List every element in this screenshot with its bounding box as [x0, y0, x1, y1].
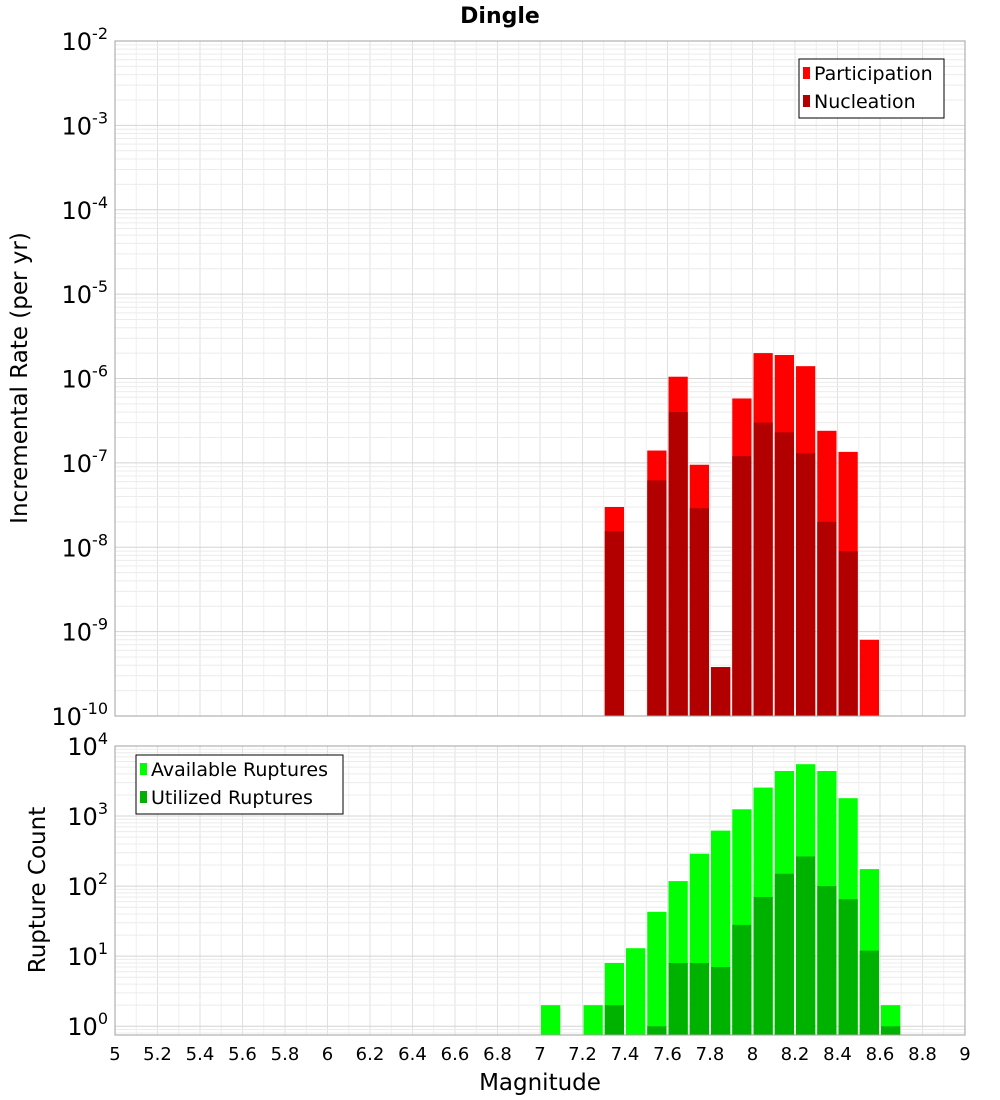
- count-y-tick-label: 100: [67, 1009, 108, 1041]
- count-bar-available-ruptures: [583, 1005, 603, 1035]
- x-tick-label: 6.2: [356, 1044, 385, 1065]
- count-bar-utilized-ruptures: [668, 962, 688, 1035]
- x-tick-label: 6.4: [398, 1044, 427, 1065]
- rate-y-tick-label: 10-2: [62, 24, 109, 56]
- count-legend-swatch: [140, 763, 147, 775]
- rate-bar-nucleation: [732, 456, 752, 716]
- count-bar-utilized-ruptures: [817, 886, 837, 1035]
- x-tick-label: 5.4: [186, 1044, 215, 1065]
- count-y-ticks: 104 103 102 101 100: [67, 729, 108, 1041]
- count-y-tick-label: 102: [67, 869, 108, 901]
- rate-bar-nucleation: [817, 521, 837, 716]
- x-tick-label: 7.8: [696, 1044, 725, 1065]
- rate-y-tick-label: 10-5: [62, 277, 109, 309]
- x-tick-label: 8: [747, 1044, 758, 1065]
- count-bar-utilized-ruptures: [838, 899, 858, 1035]
- count-bar-utilized-ruptures: [774, 873, 794, 1035]
- x-tick-label: 8.2: [781, 1044, 810, 1065]
- rate-plot-frame: [114, 40, 966, 717]
- rate-y-tick-label: 10-7: [62, 446, 109, 478]
- count-bar-utilized-ruptures: [859, 950, 879, 1035]
- rate-grid: [114, 40, 966, 717]
- rate-bar-nucleation: [689, 508, 709, 716]
- rate-y-tick-label: 10-3: [62, 108, 109, 140]
- x-ticks: 5 5.2 5.4 5.6 5.8 6 6.2 6.4 6.6 6.8 7 7.2 7.4 7.6 7.8 8…: [109, 1044, 970, 1065]
- count-legend-swatch: [140, 791, 147, 803]
- x-tick-label: 8.8: [908, 1044, 937, 1065]
- count-legend: Available Ruptures Utilized Ruptures: [135, 754, 344, 815]
- count-bar-available-ruptures: [626, 948, 646, 1035]
- rate-y-tick-label: 10-6: [62, 362, 109, 394]
- count-bar-utilized-ruptures: [732, 924, 752, 1035]
- count-legend-label: Available Ruptures: [151, 759, 328, 781]
- rate-bar-nucleation: [647, 480, 667, 716]
- count-bar-available-ruptures: [647, 911, 667, 1035]
- count-bar-available-ruptures: [541, 1005, 561, 1035]
- count-bar-utilized-ruptures: [647, 1026, 667, 1035]
- count-panel: 104 103 102 101 100 Rupture Count Available …: [25, 729, 966, 1041]
- count-bar-utilized-ruptures: [711, 967, 731, 1035]
- count-y-axis-label: Rupture Count: [25, 807, 51, 973]
- rate-bar-nucleation: [604, 531, 624, 716]
- rate-legend-box: [798, 58, 945, 119]
- rate-bar-nucleation: [774, 432, 794, 716]
- count-bar-utilized-ruptures: [881, 1026, 901, 1035]
- x-tick-label: 6.6: [441, 1044, 470, 1065]
- rate-y-tick-label: 10-8: [62, 530, 109, 562]
- count-bar-utilized-ruptures: [604, 1005, 624, 1035]
- count-y-tick-label: 103: [67, 799, 108, 831]
- x-tick-label: 8.6: [866, 1044, 895, 1065]
- count-plot-frame: [114, 745, 966, 1036]
- rate-bar-nucleation: [668, 412, 688, 716]
- x-tick-label: 7.6: [653, 1044, 682, 1065]
- count-legend-label: Utilized Ruptures: [151, 787, 313, 809]
- rate-bars: [604, 353, 879, 716]
- rate-y-axis-label: Incremental Rate (per yr): [7, 232, 33, 524]
- x-tick-label: 6.8: [483, 1044, 512, 1065]
- rate-bar-nucleation: [711, 667, 731, 716]
- rate-legend-swatch: [803, 67, 810, 79]
- rate-y-ticks: 10-2 10-3 10-4 10-5 10-6 10-7 10-8 10-9 10-10: [51, 24, 108, 731]
- rate-legend-label: Participation: [814, 63, 933, 85]
- rate-panel: 10-2 10-3 10-4 10-5 10-6 10-7 10-8 10-9 10-10 In…: [7, 24, 966, 731]
- rate-y-tick-label: 10-9: [62, 615, 109, 647]
- rate-bar-nucleation: [753, 422, 773, 716]
- x-tick-label: 8.4: [823, 1044, 852, 1065]
- x-tick-label: 5.2: [143, 1044, 172, 1065]
- rate-legend: Participation Nucleation: [798, 58, 945, 119]
- x-tick-label: 7.2: [568, 1044, 597, 1065]
- count-y-tick-label: 104: [67, 729, 108, 761]
- count-legend-box: [135, 754, 344, 815]
- rate-y-tick-label: 10-10: [51, 699, 108, 731]
- x-tick-label: 5.8: [271, 1044, 300, 1065]
- x-tick-label: 7: [534, 1044, 545, 1065]
- count-bar-utilized-ruptures: [796, 856, 816, 1035]
- x-tick-label: 5: [109, 1044, 120, 1065]
- x-tick-label: 5.6: [228, 1044, 257, 1065]
- rate-bar-participation: [859, 639, 879, 716]
- count-bar-utilized-ruptures: [753, 896, 773, 1035]
- rate-legend-label: Nucleation: [814, 91, 916, 113]
- x-tick-label: 9: [959, 1044, 970, 1065]
- count-bar-utilized-ruptures: [689, 962, 709, 1035]
- count-y-tick-label: 101: [67, 939, 108, 971]
- x-tick-label: 7.4: [611, 1044, 640, 1065]
- rate-y-tick-label: 10-4: [62, 193, 109, 225]
- rate-bar-nucleation: [796, 453, 816, 716]
- x-tick-label: 6: [322, 1044, 333, 1065]
- chart-title: Dingle: [460, 4, 540, 29]
- count-bars: [541, 764, 901, 1035]
- rate-legend-swatch: [803, 95, 810, 107]
- x-axis-label: Magnitude: [479, 1070, 601, 1096]
- rate-bar-nucleation: [838, 551, 858, 716]
